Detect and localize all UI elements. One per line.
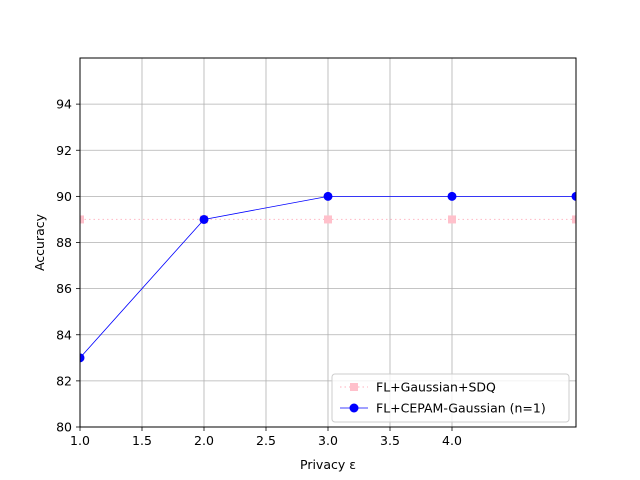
y-tick-label: 90 bbox=[56, 189, 72, 204]
x-tick-label: 3.5 bbox=[380, 433, 400, 448]
data-point bbox=[80, 215, 84, 224]
y-tick-label: 84 bbox=[56, 327, 72, 342]
x-axis-label: Privacy ε bbox=[300, 457, 356, 472]
x-tick-label: 1.0 bbox=[70, 433, 90, 448]
legend-items: FL+Gaussian+SDQ FL+CEPAM-Gaussian (n=1) bbox=[340, 380, 546, 416]
legend-item: FL+CEPAM-Gaussian (n=1) bbox=[340, 401, 546, 416]
data-point bbox=[323, 191, 333, 201]
legend-label: FL+Gaussian+SDQ bbox=[376, 380, 496, 395]
data-point bbox=[199, 214, 209, 224]
legend-item: FL+Gaussian+SDQ bbox=[340, 380, 496, 395]
legend-box bbox=[331, 373, 570, 423]
x-tick-label: 2.0 bbox=[194, 433, 214, 448]
y-tick-label: 80 bbox=[56, 420, 72, 435]
x-tick-label: 4.0 bbox=[442, 433, 462, 448]
ticks: 1.0 1.5 2.0 2.5 3.0 3.5 4.0 80 82 84 86 88 90 92 94 bbox=[56, 97, 462, 448]
y-tick-label: 82 bbox=[56, 373, 72, 388]
x-tick-label: 3.0 bbox=[318, 433, 338, 448]
data-point bbox=[572, 215, 576, 224]
y-tick-label: 92 bbox=[56, 143, 72, 158]
data-point bbox=[80, 353, 85, 363]
data-point bbox=[571, 191, 576, 201]
y-tick-label: 88 bbox=[56, 235, 72, 250]
legend-marker bbox=[349, 403, 359, 413]
y-tick-label: 86 bbox=[56, 281, 72, 296]
y-axis-label: Accuracy bbox=[32, 213, 47, 271]
y-tick-label: 94 bbox=[56, 97, 72, 112]
data-point bbox=[324, 215, 332, 224]
legend-label: FL+CEPAM-Gaussian (n=1) bbox=[376, 401, 546, 416]
series-2 bbox=[80, 191, 576, 363]
x-tick-label: 1.5 bbox=[132, 433, 152, 448]
legend: FL+Gaussian+SDQ FL+CEPAM-Gaussian (n=1) bbox=[331, 373, 570, 423]
data-point bbox=[448, 215, 456, 224]
series-group bbox=[80, 191, 576, 363]
x-tick-label: 2.5 bbox=[256, 433, 276, 448]
data-point bbox=[447, 191, 457, 201]
legend-marker bbox=[350, 383, 358, 391]
